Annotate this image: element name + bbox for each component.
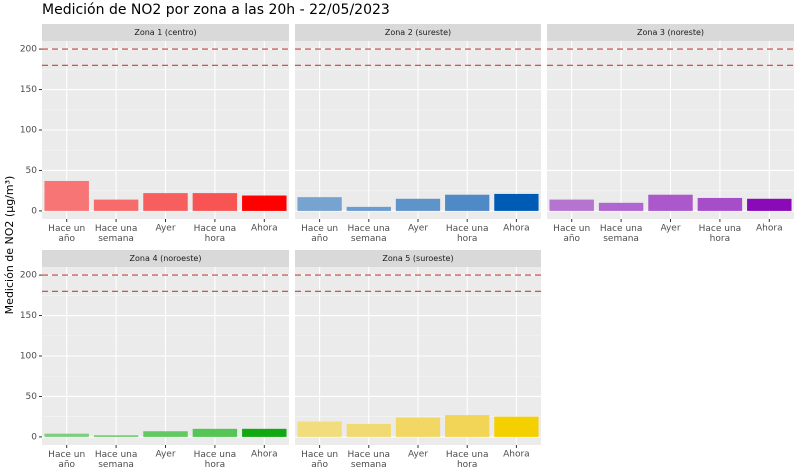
panel-title: Zona 3 (noreste) (637, 28, 704, 37)
y-tick-label: 50 (26, 166, 38, 176)
bar (297, 421, 342, 437)
x-tick-label: Hace un año (48, 450, 85, 470)
x-tick-label: Hace una semana (348, 450, 391, 470)
x-tick-label: Hace una hora (699, 224, 742, 244)
bar (549, 199, 594, 211)
x-tick-label: Hace una semana (348, 224, 391, 244)
x-tick-label: Ahora (251, 450, 278, 460)
bar (494, 416, 539, 437)
x-tick-label: Hace una hora (194, 450, 237, 470)
x-tick-label: Hace un año (301, 450, 338, 470)
bar (93, 435, 139, 437)
bar (648, 194, 693, 211)
x-tick-label: Hace una hora (446, 450, 489, 470)
panel-title: Zona 4 (noroeste) (130, 254, 202, 263)
y-tick-label: 200 (20, 271, 37, 281)
x-tick-label: Ayer (155, 450, 175, 460)
bar (346, 423, 391, 437)
x-tick-label: Hace un año (553, 224, 590, 244)
bar (747, 198, 792, 211)
y-tick-label: 50 (26, 392, 38, 402)
x-tick-label: Hace una hora (446, 224, 489, 244)
y-axis-label: Medición de NO2 (µg/m³) (3, 176, 16, 315)
x-tick-label: Ayer (155, 224, 175, 234)
x-tick-label: Ahora (756, 224, 783, 234)
bar (44, 180, 89, 211)
y-tick-label: 0 (31, 206, 37, 216)
strip (547, 24, 794, 41)
bar (395, 198, 441, 211)
chart-title: Medición de NO2 por zona a las 20h - 22/… (42, 2, 390, 18)
x-tick-label: Ahora (251, 224, 278, 234)
bar (192, 193, 238, 211)
y-tick-label: 100 (20, 126, 37, 136)
x-tick-label: Ahora (503, 224, 530, 234)
panel-title: Zona 2 (sureste) (385, 28, 451, 37)
bar (242, 428, 287, 437)
bar (346, 206, 391, 211)
strip (295, 24, 541, 41)
strip (42, 250, 289, 267)
bar (242, 195, 287, 211)
x-tick-label: Hace una semana (600, 224, 643, 244)
x-tick-label: Hace una hora (194, 224, 237, 244)
y-tick-label: 0 (31, 432, 37, 442)
y-tick-label: 150 (20, 311, 37, 321)
bar (445, 415, 490, 437)
panel-title: Zona 1 (centro) (134, 28, 196, 37)
strip (42, 24, 289, 41)
x-tick-label: Ayer (408, 224, 428, 234)
bar (697, 197, 743, 211)
y-tick-label: 200 (20, 45, 37, 55)
strip (295, 250, 541, 267)
bar (598, 202, 644, 211)
bar (297, 197, 342, 211)
x-tick-label: Hace un año (301, 224, 338, 244)
bar (192, 428, 238, 437)
panel-title: Zona 5 (suroeste) (382, 254, 453, 263)
bar (143, 193, 188, 211)
x-tick-label: Hace una semana (95, 224, 138, 244)
bar (93, 199, 139, 211)
bar (395, 417, 441, 437)
bar (44, 433, 89, 437)
bar (143, 431, 188, 437)
bar (494, 193, 539, 211)
x-tick-label: Ayer (660, 224, 680, 234)
y-tick-label: 150 (20, 85, 37, 95)
x-tick-label: Hace una semana (95, 450, 138, 470)
bar (445, 194, 490, 211)
x-tick-label: Ahora (503, 450, 530, 460)
y-tick-label: 100 (20, 352, 37, 362)
x-tick-label: Ayer (408, 450, 428, 460)
x-tick-label: Hace un año (48, 224, 85, 244)
